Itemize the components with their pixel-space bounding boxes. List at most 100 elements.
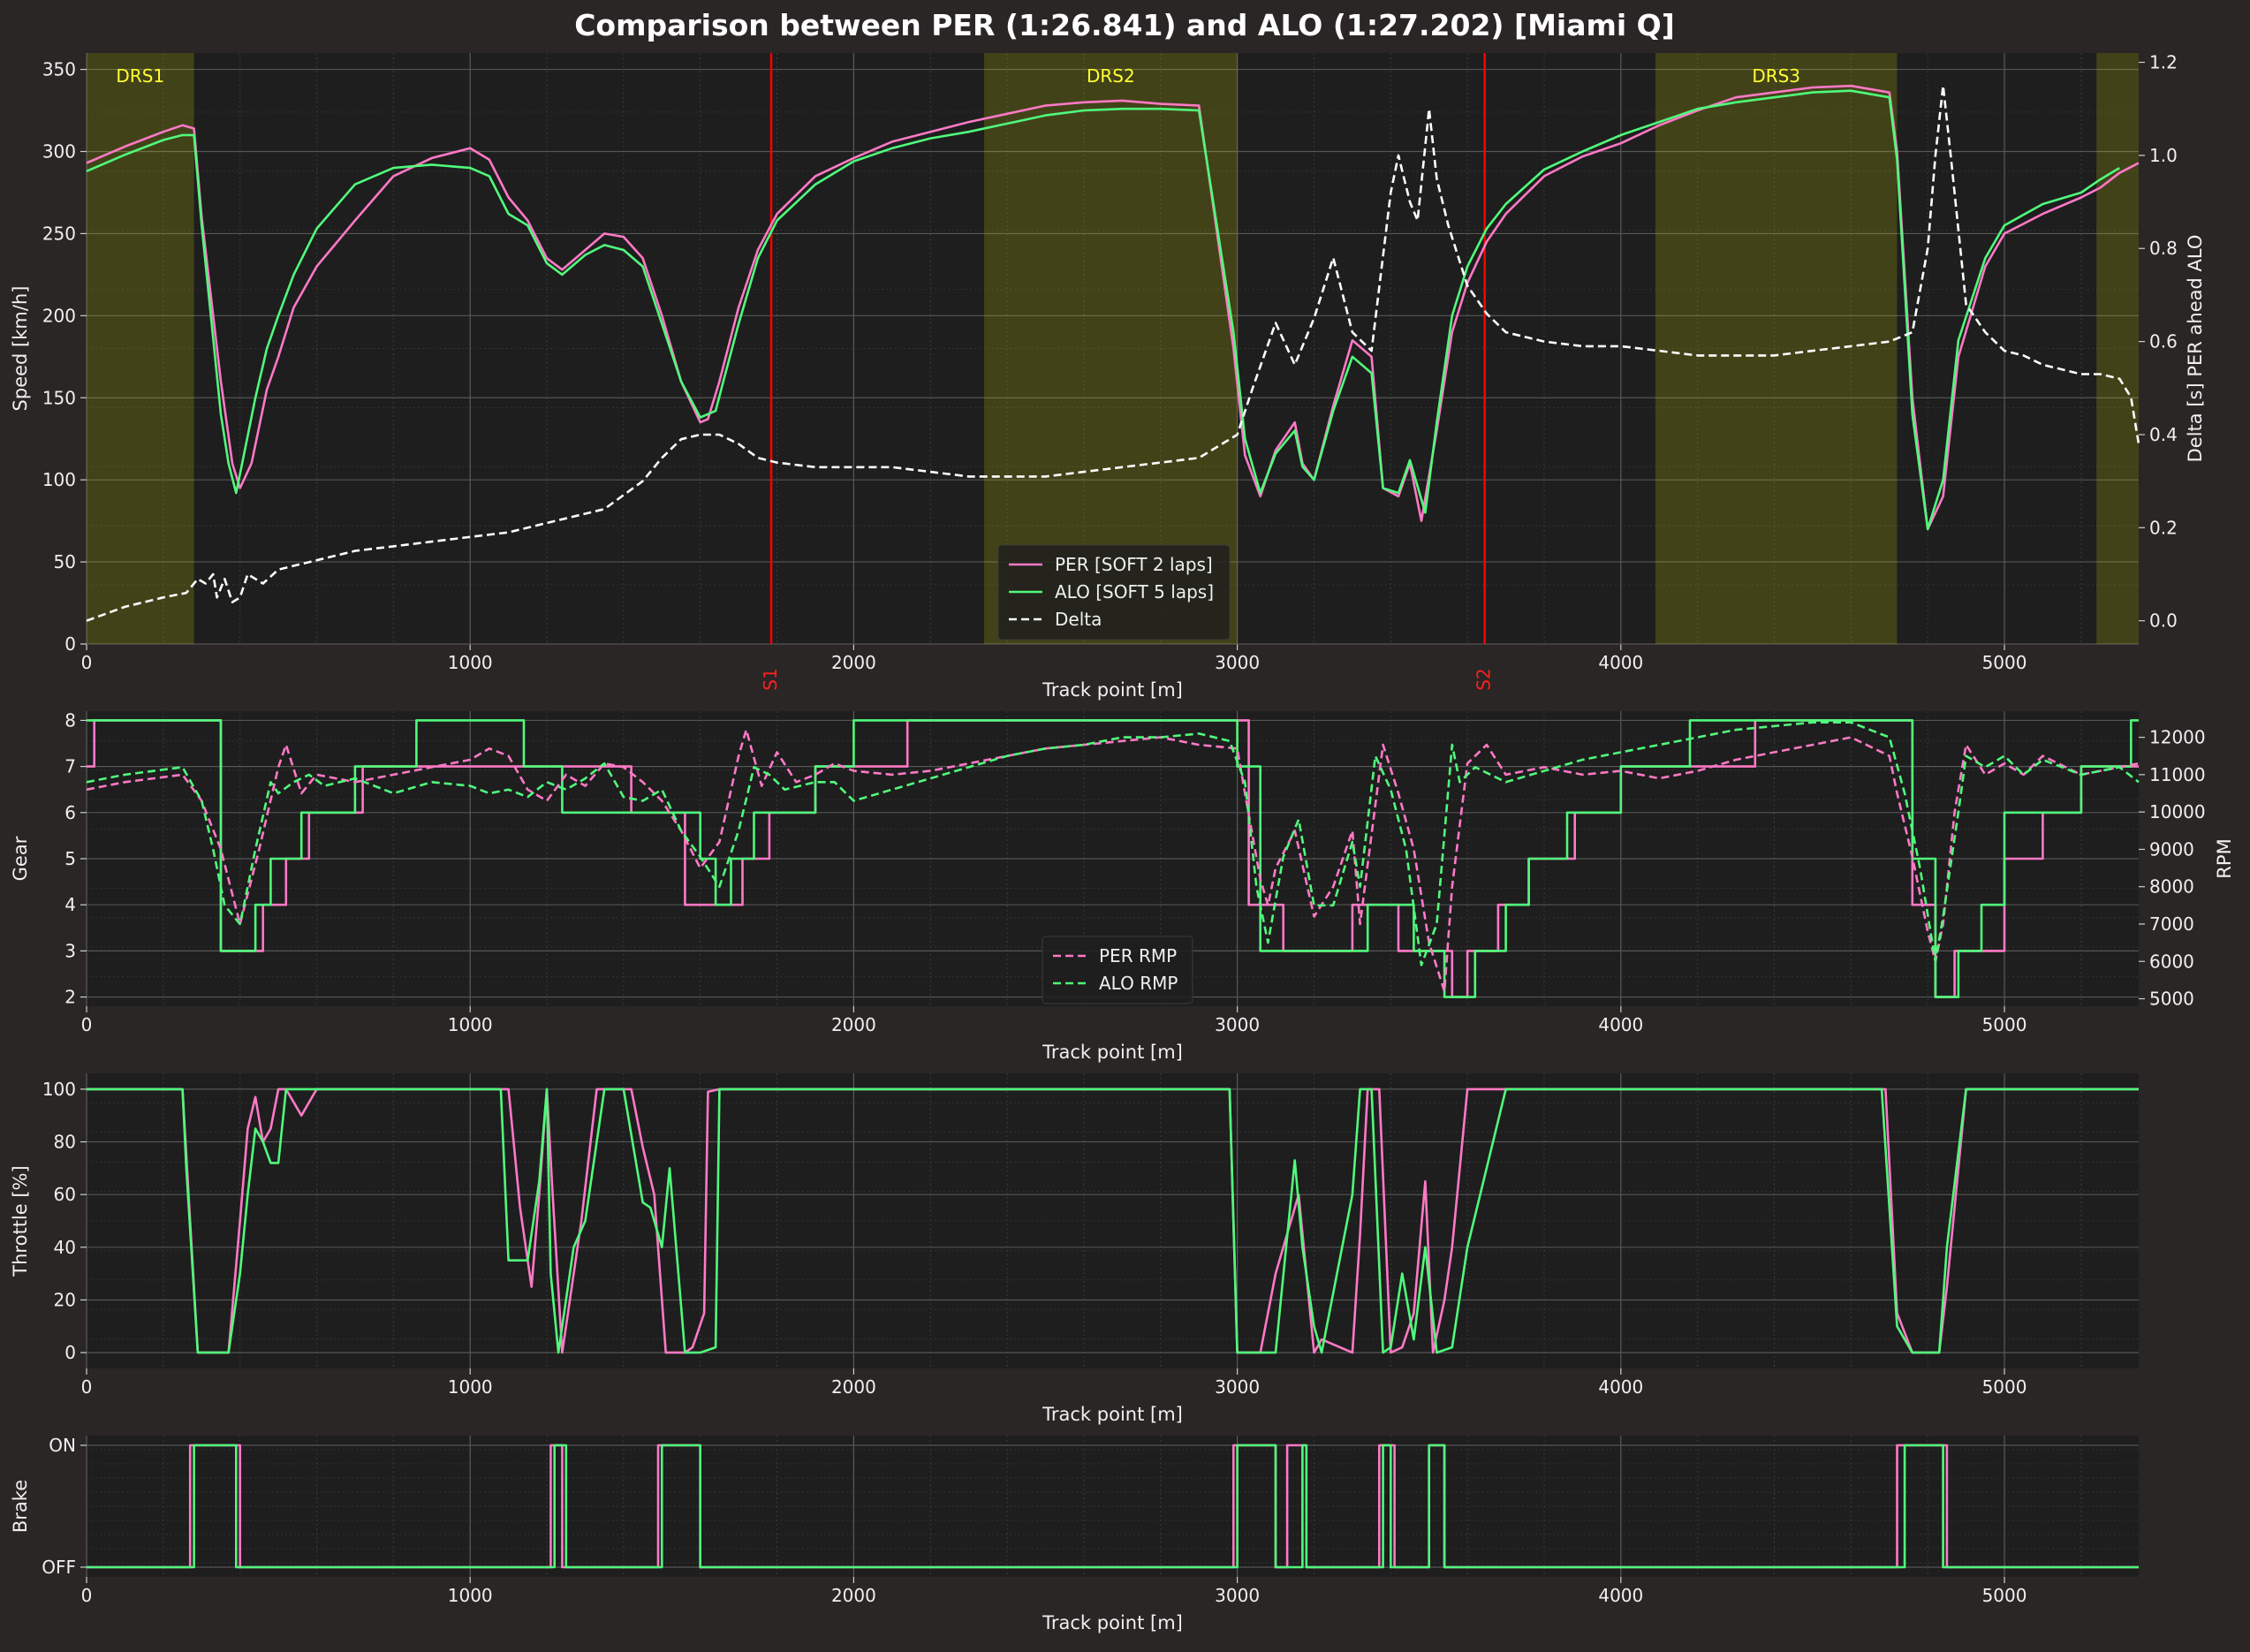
legend-box (997, 544, 1231, 640)
y2-tick-label: 11000 (2149, 764, 2206, 785)
y-tick-label: 200 (42, 305, 76, 326)
y2-tick-label: 5000 (2149, 989, 2194, 1010)
panel-3: 0 1000 2000 3000 4000 5000 Track point [m] 0 20 4… (10, 1073, 2139, 1425)
x-tick-label: 5000 (1982, 1376, 2027, 1398)
series-line-per-soft-2-laps- (86, 84, 2140, 531)
y-tick-label: 7 (64, 756, 76, 777)
x-tick-label: 0 (81, 652, 93, 673)
x-tick-label: 4000 (1598, 1376, 1643, 1398)
x-tick-label: 4000 (1598, 1585, 1643, 1606)
y-tick-label: 20 (54, 1289, 76, 1310)
y-axis-label: Brake (10, 1480, 31, 1533)
y-tick-label: 50 (54, 551, 76, 572)
y-tick-label: 4 (64, 894, 76, 915)
series-line-alo-soft-5-laps- (86, 89, 2120, 531)
x-tick-label: 2000 (831, 1376, 876, 1398)
drs-zone-label: DRS1 (116, 65, 164, 87)
x-axis-label: Track point [m] (1042, 1404, 1183, 1425)
x-tick-label: 5000 (1982, 652, 2027, 673)
y2-axis-label: RPM (2214, 838, 2235, 878)
y-tick-label: 3 (64, 940, 76, 961)
y2-tick-label: 10000 (2149, 801, 2206, 822)
x-tick-label: 0 (81, 1376, 93, 1398)
y-tick-label: 0 (64, 633, 76, 655)
y2-tick-label: 9000 (2149, 838, 2194, 860)
y-tick-label: 40 (54, 1237, 76, 1258)
panel-4: 0 1000 2000 3000 4000 5000 Track point [m] OFF O… (10, 1435, 2139, 1633)
legend-label: PER RMP (1099, 945, 1177, 966)
x-axis-label: Track point [m] (1042, 1612, 1183, 1633)
series-line-delta (86, 84, 2140, 622)
y-tick-label: ON (49, 1435, 76, 1456)
y-tick-label: 60 (54, 1184, 76, 1205)
y-tick-label: 8 (64, 709, 76, 731)
legend: PER RMP ALO RMP (1042, 936, 1193, 1004)
series-line-alo-gear (87, 719, 2139, 998)
x-tick-label: 2000 (831, 652, 876, 673)
x-tick-label: 3000 (1215, 1585, 1260, 1606)
y-axis-label: Gear (10, 836, 31, 881)
y-tick-label: 6 (64, 802, 76, 823)
y2-tick-label: 8000 (2149, 876, 2194, 898)
x-tick-label: 2000 (831, 1585, 876, 1606)
x-tick-label: 4000 (1598, 1014, 1643, 1035)
y-tick-label: 250 (42, 223, 76, 244)
drs-zone-label: DRS2 (1087, 65, 1135, 87)
x-tick-label: 3000 (1215, 1014, 1260, 1035)
chart-title: Comparison between PER (1:26.841) and AL… (574, 8, 1675, 42)
x-tick-label: 1000 (448, 652, 493, 673)
series-line-alo-throttle (87, 1087, 2139, 1354)
x-tick-label: 1000 (448, 1376, 493, 1398)
sector-label: S1 (760, 668, 781, 690)
y-tick-label: 300 (42, 141, 76, 163)
y2-tick-label: 0.4 (2149, 424, 2178, 445)
y2-tick-label: 0.8 (2149, 238, 2178, 259)
x-tick-label: 3000 (1215, 652, 1260, 673)
x-tick-label: 4000 (1598, 652, 1643, 673)
drs-zone (2096, 53, 2139, 644)
y2-tick-label: 0.0 (2149, 610, 2178, 632)
x-tick-label: 0 (81, 1585, 93, 1606)
y-tick-label: 100 (42, 469, 76, 490)
drs-zone (87, 53, 194, 644)
x-tick-label: 1000 (448, 1585, 493, 1606)
y-tick-label: OFF (42, 1557, 76, 1578)
legend-label: ALO RMP (1099, 973, 1178, 994)
y-tick-label: 5 (64, 848, 76, 869)
y2-tick-label: 6000 (2149, 951, 2194, 972)
x-axis-label: Track point [m] (1042, 679, 1183, 701)
y-axis-label: Speed [km/h] (10, 286, 31, 412)
legend: PER [SOFT 2 laps] ALO [SOFT 5 laps] Delta (997, 544, 1231, 640)
y-axis-label: Throttle [%] (10, 1165, 31, 1277)
series-line-alo-brake (87, 1444, 2139, 1569)
legend-box (1042, 936, 1193, 1004)
panel-1: 0 1000 2000 3000 4000 5000 Track point [m] 0 50 1… (10, 52, 2206, 701)
legend-label: Delta (1055, 609, 1102, 630)
legend-label: PER [SOFT 2 laps] (1055, 554, 1213, 575)
y2-tick-label: 1.0 (2149, 145, 2178, 166)
y2-axis-label: Delta [s] PER ahead ALO (2185, 235, 2206, 463)
y-tick-label: 100 (42, 1079, 76, 1100)
y-tick-label: 0 (64, 1342, 76, 1363)
y-tick-label: 150 (42, 387, 76, 408)
x-tick-label: 3000 (1215, 1376, 1260, 1398)
y-tick-label: 350 (42, 59, 76, 80)
panel-2: 0 1000 2000 3000 4000 5000 Track point [m] 2 3 4 5… (10, 709, 2235, 1063)
x-tick-label: 0 (81, 1014, 93, 1035)
y2-tick-label: 7000 (2149, 913, 2194, 935)
y-tick-label: 2 (64, 987, 76, 1008)
drs-zone (1655, 53, 1898, 644)
x-tick-label: 5000 (1982, 1585, 2027, 1606)
y-tick-label: 80 (54, 1132, 76, 1153)
x-tick-label: 5000 (1982, 1014, 2027, 1035)
x-tick-label: 1000 (448, 1014, 493, 1035)
drs-zone-label: DRS3 (1752, 65, 1800, 87)
series-line-alo-rmp (86, 721, 2140, 966)
x-tick-label: 2000 (831, 1014, 876, 1035)
series-line-per-rmp (86, 728, 2140, 993)
y2-tick-label: 1.2 (2149, 52, 2178, 73)
sector-label: S2 (1473, 668, 1495, 690)
y2-tick-label: 0.6 (2149, 331, 2178, 352)
y2-tick-label: 0.2 (2149, 517, 2178, 538)
